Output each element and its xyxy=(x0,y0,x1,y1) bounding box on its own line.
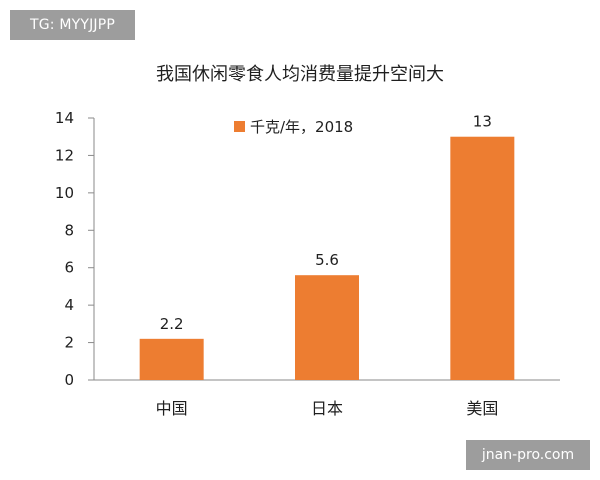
bar-2 xyxy=(295,275,359,380)
x-category-label: 中国 xyxy=(156,399,188,418)
data-label: 2.2 xyxy=(160,315,184,333)
x-category-label: 美国 xyxy=(466,399,498,418)
bar-1 xyxy=(139,338,204,380)
y-tick-label: 14 xyxy=(55,109,74,127)
chart-title: 我国休闲零食人均消费量提升空间大 xyxy=(156,64,444,85)
y-tick-label: 8 xyxy=(64,221,74,239)
top-watermark: TG: MYYJJPP xyxy=(10,10,135,40)
data-label: 5.6 xyxy=(315,251,339,269)
legend-label: 千克/年，2018 xyxy=(250,118,353,136)
bottom-watermark: jnan-pro.com xyxy=(466,440,590,470)
y-tick-label: 12 xyxy=(55,146,74,164)
bar-3 xyxy=(450,136,515,380)
y-tick-label: 6 xyxy=(64,259,74,277)
data-label: 13 xyxy=(473,113,492,131)
x-category-label: 日本 xyxy=(311,399,343,418)
y-tick-label: 4 xyxy=(64,296,74,314)
y-tick-label: 2 xyxy=(64,334,74,352)
y-tick-label: 0 xyxy=(64,371,74,389)
y-tick-label: 10 xyxy=(55,184,74,202)
legend-swatch xyxy=(234,121,245,132)
